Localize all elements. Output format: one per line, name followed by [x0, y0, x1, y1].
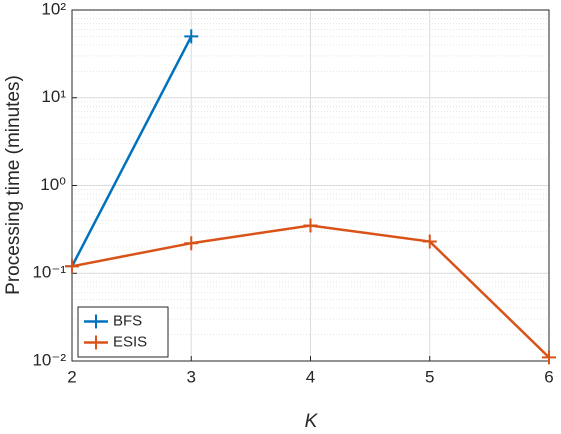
y-tick-label: 10²: [41, 0, 66, 18]
legend-label: BFS: [113, 312, 142, 329]
marker: [184, 29, 199, 44]
y-tick-label: 10¹: [41, 87, 66, 106]
legend-label: ESIS: [113, 333, 147, 350]
x-axis-label: K: [305, 411, 319, 432]
marker: [422, 234, 437, 249]
legend-marker: [89, 314, 103, 329]
y-tick-label: 10⁰: [40, 175, 66, 194]
marker: [184, 236, 199, 251]
marker: [303, 218, 318, 233]
plot-frame: [71, 9, 550, 362]
x-tick-label: 6: [544, 367, 553, 386]
x-tick-label: 2: [67, 367, 76, 386]
marker: [65, 259, 79, 274]
x-tick-label: 3: [187, 367, 196, 386]
marker: [542, 350, 556, 365]
y-tick-label: 10⁻²: [32, 350, 66, 369]
x-tick-label: 4: [306, 367, 315, 386]
y-axis-label: Processing time (minutes): [3, 75, 24, 295]
legend-marker: [89, 335, 103, 350]
series-line: [70, 35, 193, 267]
legend-box: [77, 306, 169, 358]
x-tick-label: 5: [425, 367, 434, 386]
y-tick-label: 10⁻¹: [32, 263, 66, 282]
